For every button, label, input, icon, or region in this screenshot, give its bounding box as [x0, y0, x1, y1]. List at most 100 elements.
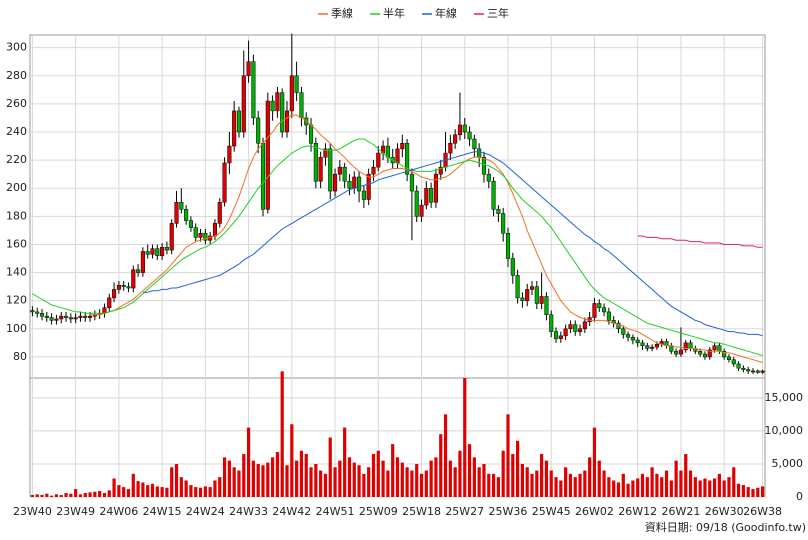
- candle-body: [164, 247, 169, 251]
- candle-body: [112, 289, 117, 299]
- ma-line: [142, 151, 763, 337]
- volume-bar: [347, 457, 352, 497]
- volume-bar: [275, 452, 280, 497]
- candle-body: [534, 286, 539, 304]
- legend-label: 三年: [487, 6, 509, 20]
- candle-body: [553, 331, 559, 339]
- volume-bar: [179, 477, 183, 497]
- y-tick-label: 100: [6, 322, 27, 335]
- volume-bar: [410, 470, 414, 497]
- volume-bar: [554, 477, 558, 497]
- volume-bar: [415, 463, 419, 497]
- y-tick-label: 280: [6, 69, 27, 82]
- candle-body: [217, 202, 222, 224]
- volume-bar: [698, 480, 702, 497]
- volume-bar: [242, 454, 246, 497]
- volume-bar: [756, 487, 760, 497]
- candle-body: [510, 258, 515, 276]
- volume-bar: [319, 470, 323, 497]
- candle-body: [563, 328, 568, 337]
- x-tick-label: 23W49: [56, 505, 95, 518]
- x-tick-label: 25W27: [445, 505, 484, 518]
- candle-body: [626, 334, 631, 338]
- volume-bar: [314, 463, 318, 497]
- volume-bar: [323, 473, 328, 497]
- volume-bar: [405, 467, 409, 497]
- volume-bar: [381, 460, 385, 497]
- volume-bar: [184, 480, 188, 497]
- candle-body: [650, 346, 655, 349]
- volume-bar: [391, 444, 395, 497]
- volume-bar: [736, 483, 741, 497]
- x-tick-label: 25W18: [402, 505, 441, 518]
- candle-body: [256, 117, 261, 144]
- volume-bar: [304, 454, 308, 497]
- volume-bar: [434, 457, 438, 497]
- volume-bar: [328, 437, 332, 497]
- candle-body: [433, 173, 438, 203]
- volume-bar: [93, 491, 97, 497]
- volume-bar: [520, 463, 525, 497]
- volume-bar: [112, 478, 116, 497]
- y-tick-label: 0: [796, 490, 803, 503]
- candle-body: [544, 296, 549, 315]
- volume-bar: [400, 462, 404, 497]
- candle-body: [674, 351, 679, 355]
- volume-bar: [107, 490, 111, 497]
- volume-bar: [208, 487, 212, 497]
- candle-body: [308, 124, 314, 144]
- volume-bar: [352, 462, 356, 497]
- volume-bar: [386, 470, 390, 497]
- volume-bar: [64, 493, 68, 497]
- volume-bar: [50, 495, 54, 497]
- volume-bar: [395, 457, 400, 497]
- candle-body: [602, 307, 607, 313]
- candle-body: [472, 138, 477, 150]
- volume-bar: [126, 489, 131, 497]
- volume-bar: [712, 478, 717, 497]
- candle-body: [280, 92, 285, 133]
- volume-bar: [213, 480, 217, 497]
- candle-body: [529, 286, 535, 290]
- volume-bar: [650, 467, 654, 497]
- volume-bar: [669, 480, 673, 497]
- y-tick-label: 80: [13, 350, 27, 363]
- volume-bar: [136, 481, 140, 497]
- candle-body: [501, 213, 506, 234]
- candle-body: [405, 142, 410, 175]
- candle-body: [73, 317, 78, 320]
- volume-bar: [708, 480, 712, 497]
- ma-line: [637, 235, 763, 248]
- volume-bar: [722, 480, 726, 497]
- volume-bar: [295, 460, 299, 497]
- volume-bar: [491, 473, 496, 497]
- candle-body: [395, 148, 400, 164]
- candle-body: [241, 75, 246, 133]
- candle-body: [284, 110, 290, 133]
- volume-bar: [141, 482, 145, 497]
- legend-label: 半年: [383, 6, 405, 20]
- volume-bar: [102, 493, 107, 497]
- volume-bar: [467, 444, 472, 497]
- candle-body: [726, 356, 732, 360]
- volume-bar: [496, 477, 500, 497]
- volume-bar: [256, 463, 260, 497]
- candle-body: [251, 61, 256, 119]
- candle-body: [126, 286, 131, 289]
- candle-body: [337, 166, 342, 175]
- volume-bar: [222, 457, 227, 497]
- volume-bar: [367, 467, 371, 497]
- candle-body: [409, 173, 414, 192]
- y-tick-label: 240: [6, 125, 27, 138]
- candle-body: [145, 251, 150, 255]
- volume-bar: [751, 489, 755, 497]
- x-tick-label: 23W40: [13, 505, 52, 518]
- x-tick-label: 26W38: [743, 505, 782, 518]
- volume-bar: [530, 473, 534, 497]
- candle-body: [419, 204, 424, 217]
- volume-bar: [645, 477, 649, 497]
- volume-bar: [655, 473, 659, 497]
- x-tick-label: 24W06: [99, 505, 138, 518]
- candle-body: [116, 284, 121, 290]
- volume-bar: [732, 467, 736, 497]
